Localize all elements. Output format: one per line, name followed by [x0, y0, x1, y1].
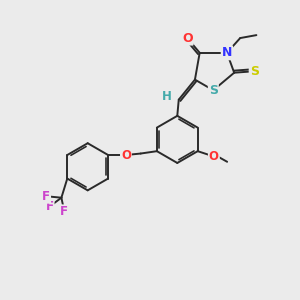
Text: F: F	[60, 205, 68, 218]
Text: S: S	[250, 65, 259, 78]
Text: S: S	[209, 84, 218, 97]
Text: O: O	[121, 148, 131, 161]
Text: F: F	[42, 190, 50, 203]
Text: F: F	[46, 200, 54, 213]
Text: N: N	[222, 46, 232, 59]
Text: H: H	[161, 90, 171, 103]
Text: O: O	[182, 32, 193, 45]
Text: O: O	[209, 150, 219, 163]
